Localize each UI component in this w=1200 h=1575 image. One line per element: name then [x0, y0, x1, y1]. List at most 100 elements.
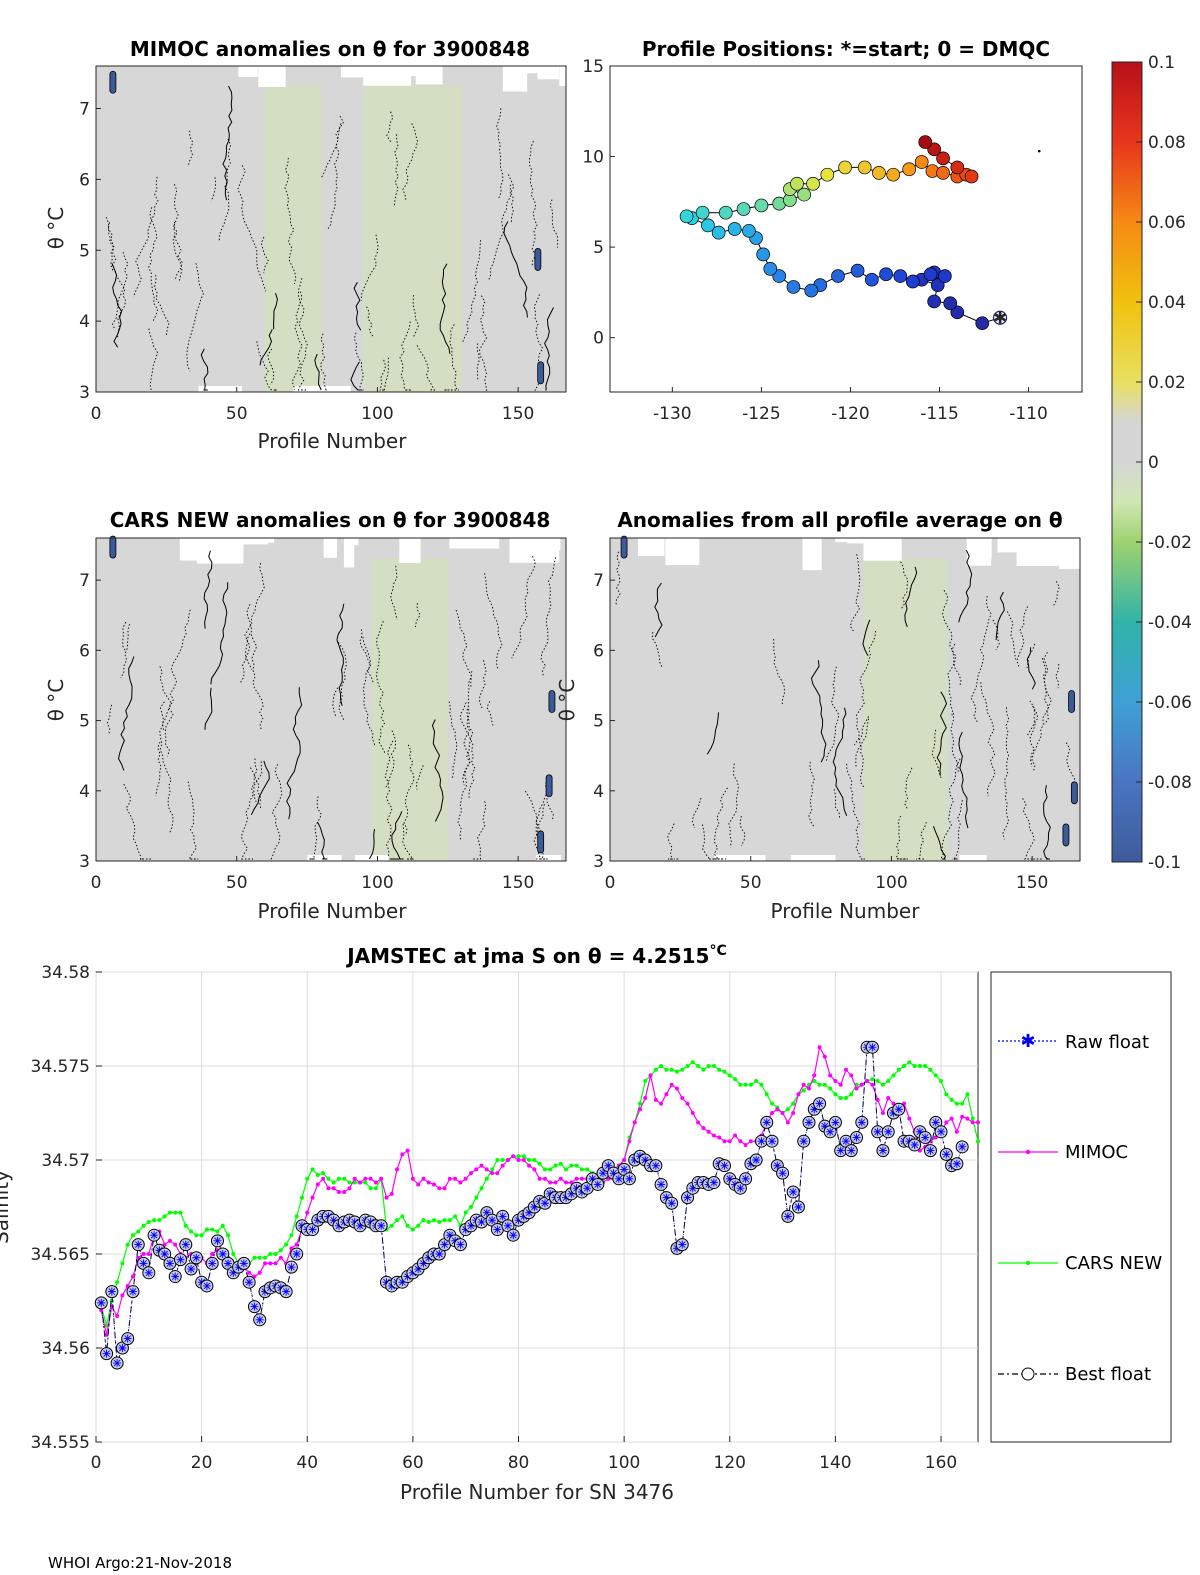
- salinity-xtick-label: 60: [402, 1453, 424, 1473]
- mimoc-point: [812, 1073, 817, 1078]
- salinity-grid: [95, 971, 978, 1443]
- mimoc-ytick-label: 6: [79, 170, 90, 190]
- raw-float-point: [113, 1359, 122, 1368]
- allavg-gap: [1016, 538, 1063, 566]
- cars-point: [664, 1067, 669, 1072]
- legend-mimoc-label: MIMOC: [1065, 1142, 1128, 1163]
- cars-point: [812, 1079, 817, 1084]
- mimoc-contour: [416, 345, 436, 391]
- mimoc-contour: [379, 359, 387, 391]
- legend-best-label: Best float: [1065, 1364, 1151, 1385]
- mimoc-contour: [350, 361, 361, 391]
- cars-point: [701, 1067, 706, 1072]
- mimoc-xtick-label: 50: [226, 404, 248, 424]
- raw-float-point: [255, 1315, 264, 1324]
- mimoc-contour: [267, 348, 275, 386]
- raw-float-point: [841, 1137, 850, 1146]
- mimoc-contour: [360, 234, 379, 301]
- cars-contour: [239, 563, 265, 684]
- cars-point: [136, 1229, 141, 1234]
- mimoc-point: [294, 1242, 299, 1247]
- raw-float-point: [456, 1240, 465, 1249]
- allavg-contour: [706, 712, 719, 755]
- allavg-contour: [810, 660, 827, 763]
- raw-float-point: [736, 1184, 745, 1193]
- salinity-xtick-label: 0: [91, 1453, 102, 1473]
- mimoc-point: [548, 1180, 553, 1185]
- mimoc-point: [801, 1082, 806, 1087]
- raw-float-point: [583, 1184, 592, 1193]
- mimoc-contour: [399, 321, 412, 391]
- allavg-contour: [855, 718, 870, 767]
- allavg-contour: [904, 566, 918, 628]
- cars-contour: [511, 556, 536, 659]
- cars-contour: [402, 823, 415, 860]
- mimoc-point: [701, 1126, 706, 1131]
- raw-float-point: [239, 1259, 248, 1268]
- raw-float-point: [540, 1199, 549, 1208]
- raw-float-point: [308, 1225, 317, 1234]
- raw-float-point: [688, 1184, 697, 1193]
- mimoc-point: [532, 1167, 537, 1172]
- raw-float-point: [419, 1259, 428, 1268]
- allavg-contour: [862, 619, 871, 657]
- cars-point: [754, 1079, 759, 1084]
- cars-point: [748, 1082, 753, 1087]
- cars-point: [875, 1079, 880, 1084]
- cars-contour: [123, 783, 152, 860]
- cars-contour: [120, 623, 131, 679]
- mimoc-point: [453, 1176, 458, 1181]
- allavg-ytick-label: 6: [593, 641, 604, 661]
- mimoc-point: [717, 1135, 722, 1140]
- raw-float-point: [530, 1203, 539, 1211]
- mimoc-point: [104, 1332, 109, 1337]
- raw-float-point: [150, 1231, 159, 1240]
- mimoc-point: [352, 1176, 357, 1181]
- mimoc-point: [115, 1314, 120, 1319]
- cars-xtick-label: 150: [502, 873, 534, 893]
- profile-position-point: [786, 280, 801, 294]
- salinity-ytick-label: 34.56: [41, 1339, 90, 1359]
- mimoc-point: [273, 1261, 278, 1266]
- mimoc-point: [685, 1101, 690, 1106]
- mimoc-contour: [148, 207, 159, 322]
- positions-panel: ✱ Profile Positions: *=start; 0 = DMQC -…: [582, 37, 1083, 424]
- raw-float-point: [820, 1122, 829, 1131]
- cars-point: [268, 1252, 273, 1256]
- raw-float-point: [667, 1199, 676, 1208]
- cars-point: [976, 1139, 980, 1144]
- raw-float-point: [128, 1287, 137, 1296]
- profile-position-point: [927, 294, 942, 309]
- colorbar-tick-label: -0.02: [1148, 533, 1192, 553]
- allavg-contour: [808, 761, 816, 829]
- raw-float-point: [915, 1127, 924, 1136]
- cars-point: [220, 1223, 225, 1228]
- allavg-contour: [995, 591, 1005, 641]
- mimoc-contour: [462, 240, 481, 343]
- cars-contour: [533, 804, 545, 853]
- mimoc-contour: [444, 324, 459, 391]
- mimoc-point: [738, 1139, 743, 1144]
- cars-title: CARS NEW anomalies on θ for 3900848: [110, 508, 551, 532]
- allavg-gap: [1059, 538, 1080, 569]
- allavg-contour: [916, 821, 927, 860]
- mimoc-point: [706, 1129, 711, 1134]
- mimoc-contour: [107, 222, 115, 271]
- raw-float-point: [773, 1161, 782, 1170]
- raw-float-point: [625, 1174, 634, 1183]
- mimoc-point: [173, 1242, 178, 1247]
- mimoc-contour: [479, 295, 488, 391]
- stray-position-point: [1037, 149, 1041, 153]
- allavg-contour: [970, 595, 992, 723]
- mimoc-point: [432, 1182, 437, 1187]
- mimoc-gap: [198, 386, 228, 392]
- mimoc-contour: [507, 174, 515, 223]
- mimoc-contour: [259, 329, 273, 366]
- raw-float-point: [440, 1240, 449, 1249]
- raw-float-point: [509, 1231, 518, 1240]
- cars-point: [162, 1214, 167, 1219]
- cars-contour: [270, 764, 283, 860]
- mimoc-point: [843, 1067, 848, 1072]
- cars-point: [659, 1064, 664, 1068]
- legend-raw: ✱ Raw float: [998, 1031, 1149, 1053]
